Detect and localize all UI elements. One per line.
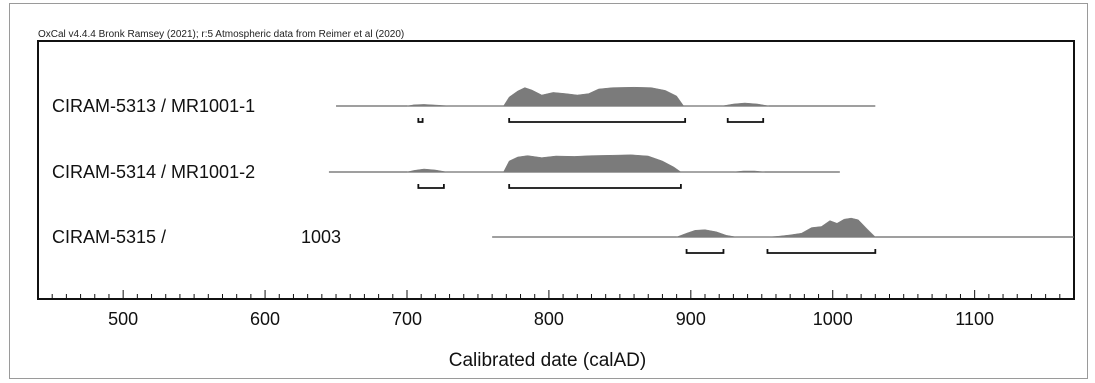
- x-axis-label: Calibrated date (calAD): [448, 350, 647, 371]
- x-tick-label: 900: [676, 309, 706, 329]
- probability-density: [406, 86, 769, 107]
- plot-box: [37, 40, 1075, 300]
- x-tick-label: 800: [534, 309, 564, 329]
- sample-label: CIRAM-5315 /: [52, 227, 166, 247]
- probability-density: [406, 154, 765, 173]
- probability-density: [676, 217, 876, 238]
- sample-label: CIRAM-5314 / MR1001-2: [52, 162, 255, 182]
- chart-header: OxCal v4.4.4 Bronk Ramsey (2021); r:5 At…: [38, 29, 405, 40]
- x-tick-label: 700: [392, 309, 422, 329]
- x-tick-label: 500: [108, 309, 138, 329]
- hpd-range-bracket: [417, 118, 424, 123]
- hpd-range-bracket: [508, 184, 682, 189]
- x-tick-label: 600: [250, 309, 280, 329]
- x-tick-label: 1100: [955, 309, 994, 329]
- hpd-range-bracket: [417, 184, 445, 189]
- hpd-range-bracket: [685, 249, 725, 254]
- x-tick-label: 1000: [813, 309, 853, 329]
- chart-frame: [9, 3, 1088, 379]
- hpd-range-bracket: [508, 118, 687, 123]
- sample-label-extra: 1003: [301, 227, 341, 247]
- hpd-range-bracket: [726, 118, 765, 123]
- hpd-range-bracket: [766, 249, 877, 254]
- sample-label: CIRAM-5313 / MR1001-1: [52, 96, 255, 116]
